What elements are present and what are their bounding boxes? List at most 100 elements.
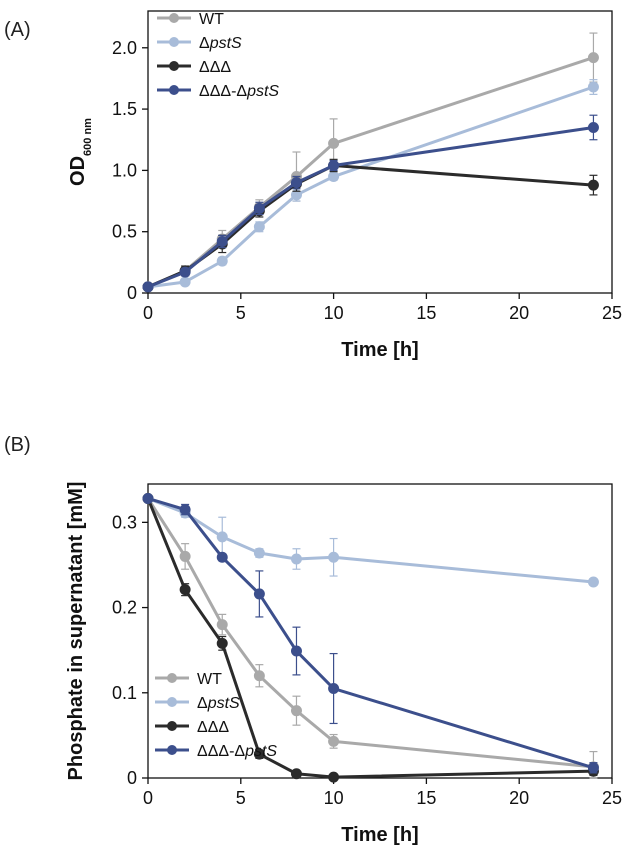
data-point bbox=[290, 553, 302, 565]
legend-label: ΔΔΔ bbox=[199, 59, 231, 76]
legend-marker bbox=[169, 61, 179, 71]
y-tick-label: 0.3 bbox=[112, 512, 137, 532]
legend-label-prefix: Δ bbox=[197, 695, 208, 712]
y-axis-title: Phosphate in supernatant [mM] bbox=[65, 482, 87, 781]
y-tick-label: 0 bbox=[127, 768, 137, 788]
data-point bbox=[328, 683, 340, 695]
series-ΔpstS bbox=[142, 492, 599, 588]
data-point bbox=[179, 550, 191, 562]
data-point bbox=[290, 705, 302, 717]
data-point bbox=[587, 762, 599, 774]
plot-frame bbox=[147, 483, 613, 779]
x-tick-label: 25 bbox=[602, 788, 622, 808]
data-point bbox=[216, 551, 228, 563]
legend-label-gene: WT bbox=[199, 11, 224, 28]
legend-label-prefix: ΔΔΔ bbox=[199, 59, 231, 76]
panel-label: (B) bbox=[4, 434, 31, 456]
x-tick-label: 15 bbox=[416, 788, 436, 808]
legend-marker bbox=[167, 721, 177, 731]
data-point bbox=[142, 281, 154, 293]
legend-label-gene: pstS bbox=[207, 695, 240, 712]
legend-label-gene: WT bbox=[197, 671, 222, 688]
legend-label: ΔpstS bbox=[197, 695, 240, 712]
plot-frame bbox=[147, 10, 613, 294]
data-point bbox=[253, 547, 265, 559]
legend-label: ΔΔΔ-ΔpstS bbox=[199, 83, 279, 100]
x-tick-label: 5 bbox=[236, 788, 246, 808]
x-tick-label: 0 bbox=[143, 788, 153, 808]
y-tick-label: 1.0 bbox=[112, 160, 137, 180]
data-point bbox=[328, 171, 340, 183]
series-ΔpstS bbox=[142, 79, 599, 293]
data-point bbox=[328, 771, 340, 783]
series-ΔΔΔ-ΔpstS bbox=[142, 492, 599, 774]
legend-label-gene: pstS bbox=[246, 83, 279, 100]
y-tick-label: 0.5 bbox=[112, 222, 137, 242]
data-point bbox=[328, 159, 340, 171]
data-point bbox=[253, 202, 265, 214]
data-point bbox=[179, 266, 191, 278]
series-ΔΔΔ-ΔpstS bbox=[142, 114, 599, 293]
legend-marker bbox=[169, 37, 179, 47]
series-line bbox=[147, 163, 594, 289]
y-tick-label: 1.5 bbox=[112, 99, 137, 119]
data-point bbox=[253, 748, 265, 760]
y-axis-title: OD600 nm bbox=[67, 118, 94, 186]
legend-label: ΔpstS bbox=[199, 35, 242, 52]
x-tick-label: 10 bbox=[324, 788, 344, 808]
data-point bbox=[179, 504, 191, 516]
legend-label-prefix: ΔΔΔ-Δ bbox=[197, 743, 245, 760]
x-tick-label: 10 bbox=[324, 303, 344, 323]
panel-label: (A) bbox=[4, 19, 31, 41]
legend-label: ΔΔΔ bbox=[197, 719, 229, 736]
data-point bbox=[253, 670, 265, 682]
data-point bbox=[253, 221, 265, 233]
x-axis-title: Time [h] bbox=[341, 824, 418, 846]
data-point bbox=[587, 179, 599, 191]
data-point bbox=[216, 637, 228, 649]
series-line bbox=[147, 85, 594, 289]
data-point bbox=[328, 551, 340, 563]
data-point bbox=[290, 177, 302, 189]
y-tick-label: 0.1 bbox=[112, 683, 137, 703]
x-tick-label: 0 bbox=[143, 303, 153, 323]
data-point bbox=[253, 588, 265, 600]
x-tick-label: 20 bbox=[509, 303, 529, 323]
legend-marker bbox=[169, 85, 179, 95]
series-line bbox=[147, 125, 594, 289]
data-point bbox=[587, 576, 599, 588]
legend-marker bbox=[167, 697, 177, 707]
legend-label: ΔΔΔ-ΔpstS bbox=[197, 743, 277, 760]
series-ΔΔΔ bbox=[142, 158, 599, 293]
chart-panel-b: (B) 0 5 10 15 20 25 0 0.1 0.2 0.3 Time [h] Phosphate… bbox=[4, 434, 622, 846]
data-point bbox=[328, 137, 340, 149]
data-point bbox=[587, 121, 599, 133]
series-ΔΔΔ bbox=[142, 492, 599, 783]
y-tick-label: 2.0 bbox=[112, 38, 137, 58]
legend-label-prefix: Δ bbox=[199, 35, 210, 52]
data-point bbox=[216, 531, 228, 543]
legend-label-gene: pstS bbox=[244, 743, 277, 760]
data-point bbox=[179, 584, 191, 596]
data-point bbox=[216, 619, 228, 631]
data-point bbox=[587, 81, 599, 93]
legend-marker bbox=[167, 673, 177, 683]
legend-label: WT bbox=[197, 671, 222, 688]
series-line bbox=[147, 497, 594, 584]
data-point bbox=[587, 52, 599, 64]
x-tick-label: 20 bbox=[509, 788, 529, 808]
data-point bbox=[290, 768, 302, 780]
data-point bbox=[216, 255, 228, 267]
legend-label: WT bbox=[199, 11, 224, 28]
x-tick-label: 15 bbox=[416, 303, 436, 323]
data-point bbox=[216, 236, 228, 248]
data-point bbox=[142, 492, 154, 504]
data-point bbox=[328, 735, 340, 747]
legend-marker bbox=[169, 13, 179, 23]
y-tick-label: 0 bbox=[127, 283, 137, 303]
y-axis-subscript: 600 nm bbox=[82, 118, 94, 156]
chart-panel-a: (A) 0 5 10 15 20 25 0 0.5 1.0 1.5 2.0 Time [h] OD600 … bbox=[4, 10, 622, 361]
x-tick-label: 25 bbox=[602, 303, 622, 323]
data-point bbox=[290, 645, 302, 657]
